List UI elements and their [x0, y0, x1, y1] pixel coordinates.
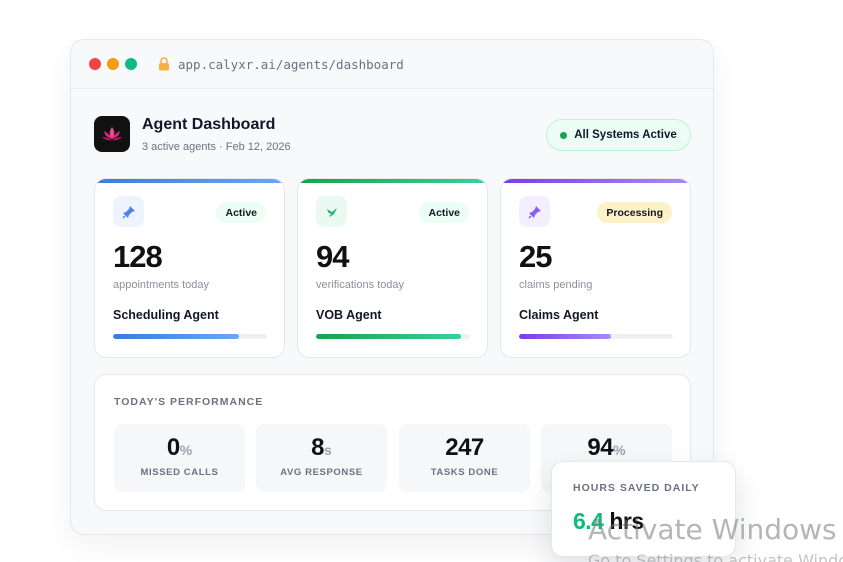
- agent-metric-label: verifications today: [316, 279, 405, 291]
- stat-value: 94: [587, 434, 614, 461]
- check-pen-icon: [316, 196, 347, 227]
- stat-value: 0: [166, 434, 180, 461]
- agent-metric-value: 128: [113, 239, 163, 274]
- agent-status-badge: Active: [216, 202, 266, 223]
- hours-saved-title: HOURS SAVED DAILY: [573, 482, 700, 494]
- hours-saved-value: 6.4: [573, 508, 604, 534]
- status-dot-icon: [560, 131, 568, 139]
- agent-metric-label: claims pending: [519, 279, 593, 291]
- agent-progress-fill: [316, 334, 461, 339]
- page-title: Agent Dashboard: [142, 116, 276, 133]
- stat-missed-calls: 0% MISSED CALLS: [114, 424, 245, 492]
- stat-unit: %: [179, 442, 193, 458]
- agent-metric-value: 94: [316, 239, 349, 274]
- stat-unit: s: [324, 442, 332, 458]
- pin-icon: [113, 196, 144, 227]
- card-accent-bar: [298, 179, 487, 183]
- stat-label: AVG RESPONSE: [280, 467, 363, 478]
- close-window-dot[interactable]: [89, 58, 101, 70]
- lotus-icon: [94, 116, 130, 152]
- hours-saved-unit: hrs: [609, 508, 644, 534]
- page-subtitle: 3 active agents · Feb 12, 2026: [142, 141, 291, 153]
- agent-progress-bar: [519, 334, 673, 339]
- card-accent-bar: [95, 179, 284, 183]
- agent-metric-value: 25: [519, 239, 552, 274]
- pin-icon: [519, 196, 550, 227]
- agent-card-scheduling[interactable]: Active 128 appointments today Scheduling…: [94, 178, 285, 358]
- agent-card-claims[interactable]: Processing 25 claims pending Claims Agen…: [500, 178, 691, 358]
- stat-tasks-done: 247 TASKS DONE: [399, 424, 530, 492]
- agent-progress-bar: [113, 334, 267, 339]
- address-bar-url[interactable]: app.calyxr.ai/agents/dashboard: [178, 56, 404, 72]
- minimize-window-dot[interactable]: [107, 58, 119, 70]
- agent-progress-fill: [519, 334, 612, 339]
- agent-status-badge: Processing: [597, 202, 672, 223]
- agent-metric-label: appointments today: [113, 279, 210, 291]
- lock-icon: [158, 57, 170, 71]
- activate-windows-subtext: Go to Settings to activate Windows.: [588, 551, 843, 562]
- activate-windows-watermark: Activate Windows: [588, 513, 837, 546]
- stat-value: 8: [311, 434, 325, 461]
- agent-progress-bar: [316, 334, 470, 339]
- system-status-badge[interactable]: All Systems Active: [546, 119, 691, 151]
- stat-label: MISSED CALLS: [140, 467, 219, 478]
- hours-saved-card: HOURS SAVED DAILY 6.4 hrs: [551, 461, 736, 557]
- stat-avg-response: 8s AVG RESPONSE: [256, 424, 387, 492]
- agent-progress-fill: [113, 334, 240, 339]
- agent-card-vob[interactable]: Active 94 verifications today VOB Agent: [297, 178, 488, 358]
- card-accent-bar: [501, 179, 690, 183]
- system-status-label: All Systems Active: [574, 129, 677, 141]
- stat-value: 247: [445, 434, 484, 461]
- stat-label: TASKS DONE: [430, 467, 499, 478]
- maximize-window-dot[interactable]: [125, 58, 137, 70]
- performance-title: TODAY'S PERFORMANCE: [114, 396, 264, 408]
- agent-name: Scheduling Agent: [113, 308, 219, 322]
- agent-name: VOB Agent: [316, 308, 382, 322]
- agent-status-badge: Active: [419, 202, 469, 223]
- browser-titlebar: app.calyxr.ai/agents/dashboard: [71, 40, 713, 89]
- stat-unit: %: [613, 442, 626, 458]
- agent-name: Claims Agent: [519, 308, 599, 322]
